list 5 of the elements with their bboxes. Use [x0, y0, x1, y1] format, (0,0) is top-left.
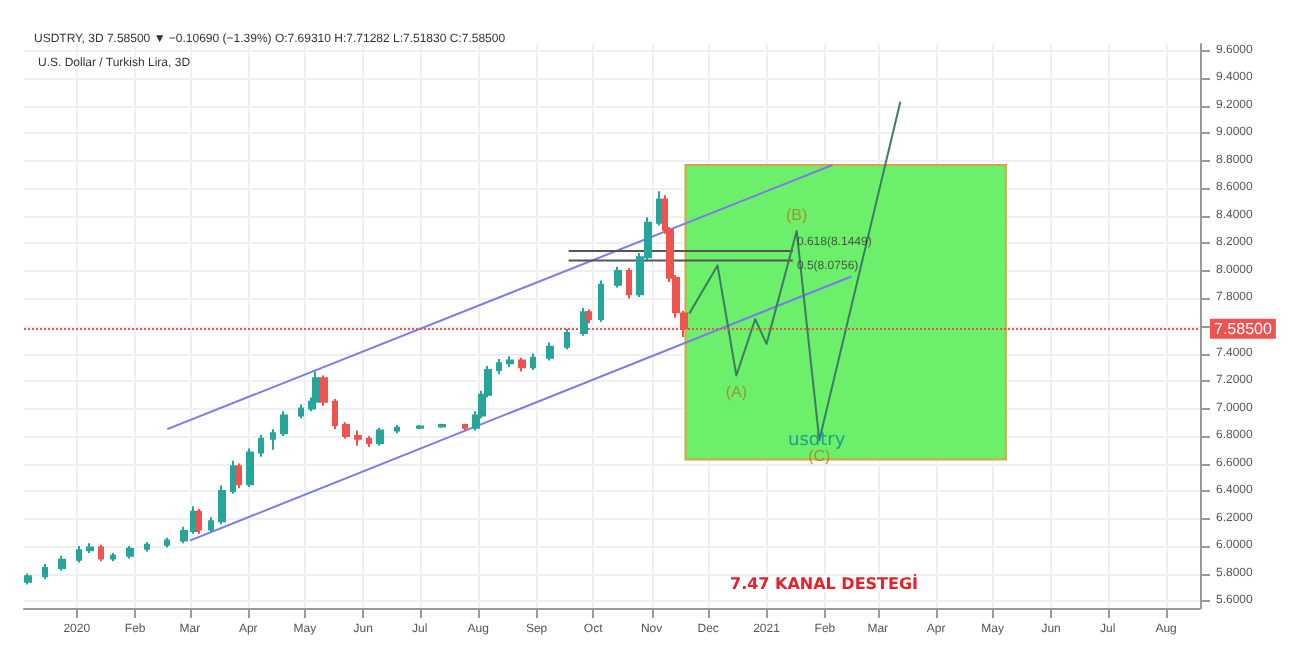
annotation: (A): [725, 382, 748, 401]
annotation: (B): [786, 206, 809, 225]
annotation: usdtry: [788, 431, 847, 451]
annotation: 7.47 KANAL DESTEGİ: [730, 573, 919, 593]
ref-line-label: 7.58500: [1214, 319, 1273, 338]
